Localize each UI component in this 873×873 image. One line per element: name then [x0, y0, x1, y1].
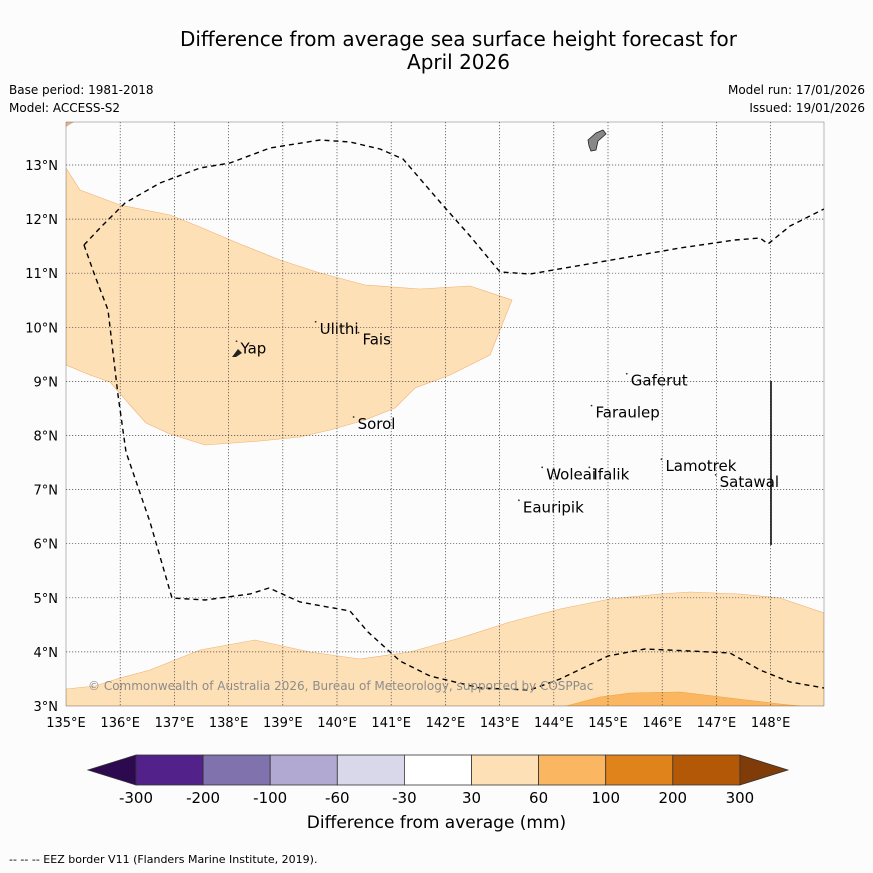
- lat-tick-label: 10°N: [25, 321, 58, 336]
- colorbar-swatch: [605, 754, 674, 786]
- island-marker: [235, 340, 238, 343]
- lat-tick-label: 7°N: [34, 484, 59, 499]
- colorbar-swatch: [269, 754, 338, 786]
- lat-tick-label: 12°N: [25, 213, 58, 228]
- lat-tick-label: 5°N: [34, 592, 59, 607]
- meta-right: Model run: 17/01/2026 Issued: 19/01/2026: [728, 81, 865, 117]
- colorbar-tick-label: 300: [726, 789, 755, 807]
- lon-tick-label: 136°E: [100, 716, 140, 731]
- island-marker: [714, 473, 717, 476]
- lat-tick-label: 11°N: [25, 267, 58, 282]
- lat-tick-label: 8°N: [34, 430, 59, 445]
- colorbar-under-arrow: [86, 754, 137, 786]
- lon-tick-label: 148°E: [751, 716, 791, 731]
- colorbar-tick-labels: -300 -200 -100 -60 -30 30 60 100 200 300: [119, 789, 754, 807]
- colorbar-over-arrow: [739, 754, 790, 786]
- lat-tick-label: 3°N: [34, 700, 59, 715]
- base-period: Base period: 1981-2018: [9, 83, 154, 97]
- island-marker: [625, 372, 628, 375]
- lon-tick-label: 147°E: [697, 716, 737, 731]
- meta-left: Base period: 1981-2018 Model: ACCESS-S2: [9, 81, 154, 117]
- footer-note: -- -- -- EEZ border V11 (Flanders Marine…: [9, 853, 318, 866]
- island-marker: [660, 458, 663, 461]
- lon-tick-label: 141°E: [371, 716, 411, 731]
- lon-tick-label: 142°E: [426, 716, 466, 731]
- lon-tick-label: 140°E: [317, 716, 357, 731]
- colorbar-tick-label: -300: [119, 789, 153, 807]
- place-label: Woleai: [546, 465, 596, 483]
- chart-title: Difference from average sea surface heig…: [0, 28, 873, 74]
- lat-tick-label: 13°N: [25, 159, 58, 174]
- colorbar-tick-label: -100: [253, 789, 287, 807]
- model-run: Model run: 17/01/2026: [727, 83, 865, 97]
- colorbar-swatch: [403, 754, 472, 786]
- place-label: Lamotrek: [665, 457, 736, 475]
- island-marker: [588, 466, 591, 469]
- model-name: Model: ACCESS-S2: [9, 101, 121, 115]
- lon-tick-label: 139°E: [263, 716, 303, 731]
- colorbar-tick-label: 100: [591, 789, 620, 807]
- lat-tick-label: 6°N: [34, 538, 59, 553]
- corner-fragment: [66, 122, 74, 127]
- island-marker: [541, 466, 544, 469]
- eez-border: [83, 244, 824, 691]
- lon-tick-label: 137°E: [155, 716, 195, 731]
- colorbar-tick-label: -200: [186, 789, 220, 807]
- colorbar-swatch: [538, 754, 607, 786]
- place-label: Yap: [240, 339, 267, 357]
- island-marker: [590, 404, 593, 407]
- place-label: Faraulep: [596, 404, 660, 422]
- colorbar-title: Difference from average (mm): [306, 813, 567, 833]
- island-marker: [352, 416, 355, 418]
- colorbar-swatch: [135, 754, 204, 786]
- lat-tick-label: 4°N: [34, 646, 59, 661]
- colorbar-tick-label: 200: [658, 789, 687, 807]
- title-line-2: April 2026: [407, 50, 510, 74]
- issued-date: Issued: 19/01/2026: [749, 101, 865, 115]
- island-marker: [314, 320, 317, 323]
- colorbar-tick-label: -60: [325, 789, 350, 807]
- colorbar-swatch: [202, 754, 271, 786]
- colorbar-swatch: [672, 754, 741, 786]
- lon-tick-label: 145°E: [588, 716, 628, 731]
- latitude-labels: 3°N 4°N 5°N 6°N 7°N 8°N 9°N 10°N 11°N 12°N 13°N: [25, 159, 58, 715]
- colorbar-swatch: [336, 754, 405, 786]
- island-marker: [357, 331, 360, 334]
- colorbar-tick-label: 60: [529, 789, 548, 807]
- colorbar: [86, 754, 790, 786]
- guam-island: [587, 129, 607, 152]
- place-label: Ifalik: [593, 465, 629, 483]
- place-label: Eauripik: [523, 498, 584, 516]
- eez-border-north: [83, 139, 824, 275]
- longitude-labels: 135°E 136°E 137°E 138°E 139°E 140°E 141°E 142°E…: [46, 716, 790, 731]
- copyright-text: © Commonwealth of Australia 2026, Bureau…: [88, 679, 593, 693]
- map-frame: [65, 121, 825, 707]
- colorbar-tick-label: -30: [392, 789, 417, 807]
- lon-tick-label: 146°E: [642, 716, 682, 731]
- anomaly-region-south-inner: [565, 691, 801, 706]
- lon-tick-label: 135°E: [46, 716, 86, 731]
- colorbar-tick-label: 30: [462, 789, 481, 807]
- place-label: Fais: [362, 331, 391, 349]
- place-label: Sorol: [358, 415, 396, 433]
- title-line-1: Difference from average sea surface heig…: [179, 27, 738, 51]
- lon-tick-label: 138°E: [209, 716, 249, 731]
- island-marker: [518, 499, 520, 502]
- yap-island: [232, 349, 242, 357]
- anomaly-region-south: [66, 591, 824, 706]
- lon-tick-label: 143°E: [480, 716, 520, 731]
- map-grid: [66, 122, 824, 706]
- lon-tick-label: 144°E: [534, 716, 574, 731]
- place-label: Satawal: [720, 473, 779, 491]
- place-label: Gaferut: [631, 372, 688, 390]
- lat-tick-label: 9°N: [34, 375, 59, 390]
- place-label: Ulithi: [320, 320, 359, 338]
- colorbar-swatch: [471, 754, 539, 786]
